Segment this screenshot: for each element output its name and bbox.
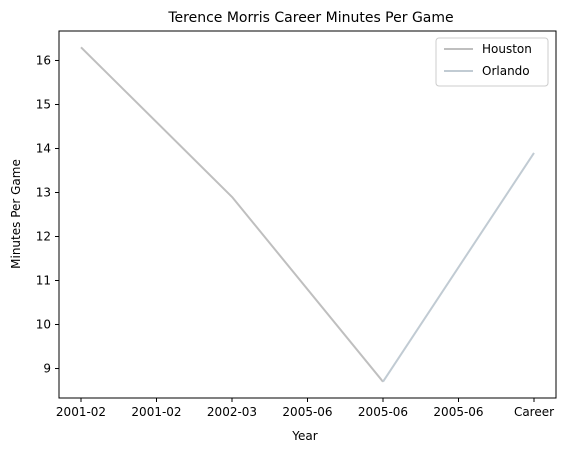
chart-title: Terence Morris Career Minutes Per Game [167,10,453,26]
series-line-houston [80,46,384,383]
x-tick-label: 2005-06 [433,405,483,419]
series-line-orlando [382,152,535,383]
series-layer [80,46,535,383]
legend-label-orlando: Orlando [482,64,530,78]
x-tick-label: 2005-06 [282,405,332,419]
y-axis-label: Minutes Per Game [9,159,23,269]
legend: Houston Orlando [435,37,549,87]
y-axis: 9 10 11 12 13 14 15 16 [36,53,59,376]
x-tick-label: Career [514,405,554,419]
y-tick-label: 16 [36,53,51,67]
y-tick-label: 13 [36,185,51,199]
x-tick-label: 2002-03 [207,405,257,419]
x-axis-label: Year [291,429,317,443]
x-tick-label: 2001-02 [56,405,106,419]
x-tick-label: 2001-02 [131,405,181,419]
y-tick-label: 14 [36,141,51,155]
y-tick-label: 12 [36,230,51,244]
y-tick-label: 9 [43,362,51,376]
y-tick-label: 11 [36,274,51,288]
x-tick-label: 2005-06 [358,405,408,419]
legend-label-houston: Houston [482,42,532,56]
x-axis: 2001-02 2001-02 2002-03 2005-06 2005-06 2005-… [56,398,554,419]
y-tick-label: 10 [36,318,51,332]
y-tick-label: 15 [36,97,51,111]
